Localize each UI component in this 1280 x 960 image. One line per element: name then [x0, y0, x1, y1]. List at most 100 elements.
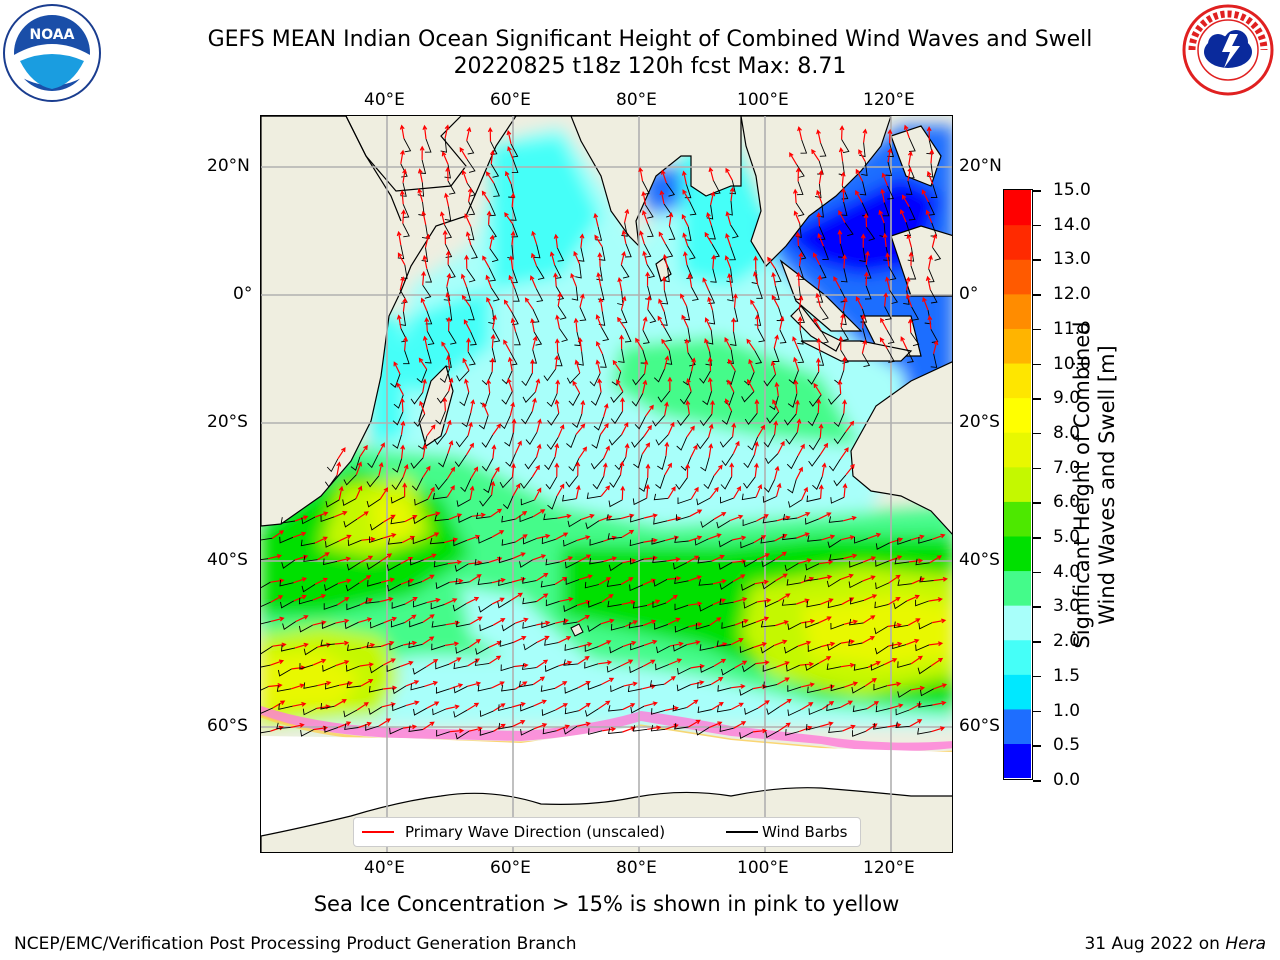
wind-barb — [797, 349, 805, 364]
wind-barb — [743, 454, 755, 469]
wind-barb — [366, 498, 381, 508]
wave-direction-arrow — [447, 440, 454, 454]
wave-direction-arrow — [378, 718, 392, 727]
wave-direction-arrow — [617, 276, 623, 292]
wave-direction-arrow — [793, 210, 801, 224]
colorbar-tick-label: 10.0 — [1053, 353, 1091, 374]
wave-direction-arrow — [379, 487, 389, 500]
wind-barb — [815, 183, 822, 199]
wave-direction-arrow — [680, 293, 688, 307]
wave-direction-arrow — [439, 211, 446, 226]
wind-barb — [763, 681, 778, 689]
wind-barb — [443, 286, 451, 301]
colorbar-tick-label: 5.0 — [1053, 527, 1081, 548]
wind-barb — [784, 413, 797, 426]
wind-barb — [504, 432, 514, 447]
wind-barb — [541, 537, 556, 545]
wave-direction-arrow — [708, 423, 714, 438]
wave-direction-arrow — [422, 378, 427, 393]
wind-barb — [468, 306, 475, 321]
wave-direction-arrow — [356, 702, 369, 711]
wind-barb — [493, 182, 500, 197]
wind-barb — [628, 621, 644, 629]
wave-direction-arrow — [621, 229, 627, 244]
wave-direction-arrow — [533, 699, 547, 707]
wind-barb — [719, 725, 734, 732]
wind-barb — [432, 493, 448, 500]
wind-barb — [481, 458, 494, 472]
wave-direction-arrow — [797, 316, 803, 331]
wind-barb — [743, 559, 758, 568]
wave-direction-arrow — [531, 397, 537, 412]
wave-direction-arrow — [491, 466, 500, 480]
wave-direction-arrow — [643, 513, 658, 519]
wind-barb — [687, 352, 696, 367]
wind-barb — [470, 331, 477, 346]
wind-barb — [657, 390, 671, 403]
wind-barb — [546, 393, 558, 408]
wave-direction-arrow — [855, 190, 863, 203]
wind-barb — [460, 478, 472, 493]
wave-direction-arrow — [423, 553, 437, 561]
wind-barb — [454, 454, 467, 468]
wave-direction-arrow — [713, 512, 727, 520]
wind-barb — [655, 663, 670, 671]
wave-direction-arrow — [882, 232, 888, 247]
wave-direction-arrow — [515, 534, 528, 543]
wave-direction-arrow — [503, 339, 511, 353]
colorbar-tick-mark — [1033, 641, 1041, 643]
wind-barb — [410, 683, 425, 691]
wind-barb — [403, 350, 410, 365]
wave-direction-arrow — [690, 444, 698, 458]
wave-direction-arrow — [444, 192, 450, 207]
wind-barb — [834, 370, 845, 385]
wave-direction-arrow — [771, 294, 780, 308]
wave-direction-arrow — [796, 598, 810, 605]
wave-direction-arrow — [800, 702, 814, 711]
wave-direction-arrow — [818, 656, 832, 664]
wind-barb — [664, 327, 673, 342]
wind-barb — [589, 539, 604, 546]
wave-direction-arrow — [490, 508, 503, 518]
wave-direction-arrow — [575, 423, 586, 435]
wave-direction-arrow — [907, 318, 913, 333]
wave-direction-arrow — [727, 379, 735, 393]
wind-barb — [510, 206, 517, 221]
wind-barb — [786, 455, 799, 470]
wind-barb — [674, 603, 689, 611]
wind-barb — [455, 730, 470, 740]
wave-direction-arrow — [844, 681, 859, 688]
wind-barb — [852, 730, 866, 737]
wave-direction-arrow — [752, 728, 768, 734]
wind-barb — [763, 434, 775, 448]
lon-tick-bottom-120e: 120°E — [863, 858, 915, 878]
wave-direction-arrow — [338, 681, 353, 686]
wave-direction-arrow — [643, 538, 658, 543]
wind-barb — [453, 539, 468, 547]
wave-direction-arrow — [467, 658, 480, 667]
wave-direction-arrow — [840, 573, 854, 580]
wave-direction-arrow — [880, 188, 886, 203]
wind-barb — [545, 476, 558, 490]
wave-direction-arrow — [931, 233, 938, 248]
wave-direction-arrow — [908, 251, 914, 266]
wave-direction-arrow — [491, 597, 505, 605]
wind-barb — [630, 557, 644, 565]
wave-direction-arrow — [508, 255, 514, 270]
wind-barb — [689, 201, 697, 216]
wind-barb — [322, 558, 338, 566]
wind-barb — [522, 537, 537, 545]
wind-barb — [322, 665, 337, 672]
wind-barb — [300, 729, 315, 737]
wave-direction-arrow — [448, 513, 463, 520]
wind-barb — [368, 685, 384, 693]
lon-tick-top-80e: 80°E — [616, 90, 657, 110]
wind-barb — [719, 436, 733, 448]
wind-barb — [779, 329, 787, 344]
colorbar-segment — [1004, 501, 1031, 537]
wave-direction-arrow — [598, 297, 604, 312]
wave-direction-arrow — [554, 399, 560, 414]
wave-direction-arrow — [755, 616, 770, 623]
wave-direction-arrow — [405, 597, 418, 605]
wind-barb — [533, 244, 541, 259]
